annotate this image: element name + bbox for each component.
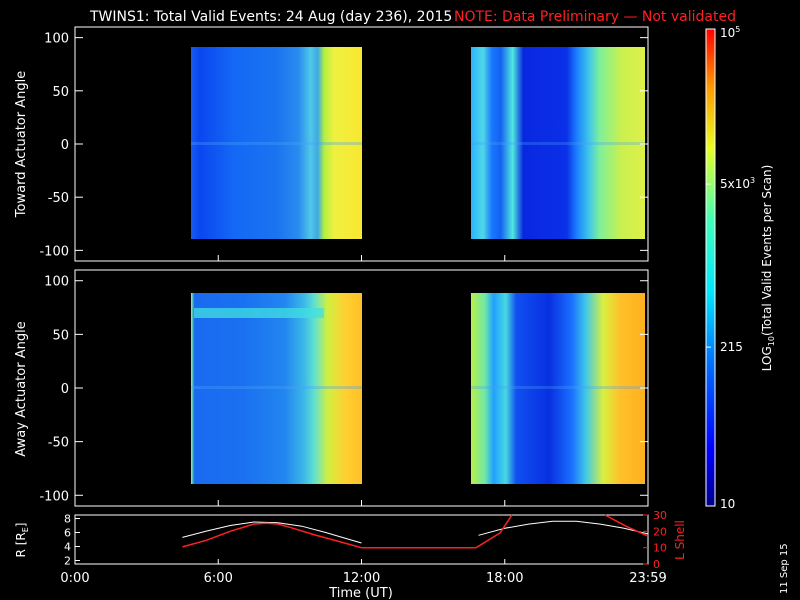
lshell-line-4 bbox=[475, 514, 513, 549]
date-stamp: 11 Sep 15 bbox=[779, 543, 790, 594]
lshell-line-2 bbox=[182, 522, 362, 549]
ephemeris-panel-frame bbox=[74, 514, 649, 565]
toward-ytick-label: -50 bbox=[48, 191, 69, 206]
away-zero-band-1 bbox=[191, 386, 362, 389]
away-zero-band-2 bbox=[471, 386, 645, 389]
lshell-line-5 bbox=[604, 514, 649, 537]
toward-ytick-label: 0 bbox=[61, 138, 69, 153]
away-segment-2 bbox=[471, 293, 645, 484]
toward-ytick-label: -100 bbox=[39, 244, 69, 259]
ephemeris-right-label: L Shell bbox=[673, 520, 687, 560]
data-note: NOTE: Data Preliminary — Not validated bbox=[454, 9, 736, 25]
radius-line-1 bbox=[478, 520, 649, 536]
away-ytick-label: 50 bbox=[52, 328, 69, 343]
colorbar-label: LOG10(Total Valid Events per Scan) bbox=[760, 165, 776, 372]
colorbar-tick-label: 215 bbox=[720, 340, 743, 354]
time-axis-label: Time (UT) bbox=[328, 586, 393, 600]
colorbar-gradient bbox=[706, 29, 715, 506]
toward-segment-1 bbox=[191, 47, 362, 239]
colorbar: 10 215 5x103 105 LOG10(Total Valid Events p… bbox=[705, 25, 776, 511]
away-ytick-label: -100 bbox=[39, 489, 69, 504]
toward-zero-band-1 bbox=[191, 142, 362, 145]
time-tick-label: 6:00 bbox=[204, 571, 233, 586]
away-high-angle-band bbox=[194, 308, 324, 318]
away-segment-1 bbox=[191, 293, 362, 484]
time-tick-label: 18:00 bbox=[486, 571, 523, 586]
toward-zero-band-2 bbox=[471, 142, 645, 145]
ephemeris-right-ytick-label: 20 bbox=[653, 525, 667, 538]
ephemeris-left-label: R [RE] bbox=[14, 523, 30, 558]
time-tick-label: 23:59 bbox=[629, 571, 666, 586]
away-panel: 100 50 0 -50 -100 Away Actuator Angle bbox=[14, 269, 649, 507]
toward-segment-2 bbox=[471, 47, 645, 239]
away-ytick-label: 100 bbox=[44, 275, 69, 290]
toward-ylabel: Toward Actuator Angle bbox=[14, 71, 29, 218]
away-ytick-label: -50 bbox=[48, 436, 69, 451]
colorbar-tick-label: 5x103 bbox=[720, 176, 755, 191]
time-tick-label: 0:00 bbox=[60, 571, 89, 586]
ephemeris-left-ytick-label: 4 bbox=[64, 541, 71, 554]
radius-line-0 bbox=[182, 521, 362, 544]
colorbar-tick-label: 10 bbox=[720, 497, 735, 511]
colorbar-tick-label: 105 bbox=[720, 25, 740, 40]
ephemeris-left-ytick-label: 8 bbox=[64, 513, 71, 526]
chart-title: TWINS1: Total Valid Events: 24 Aug (day … bbox=[89, 9, 452, 25]
toward-ytick-label: 100 bbox=[44, 32, 69, 47]
ephemeris-right-ytick-label: 0 bbox=[653, 558, 660, 571]
ephemeris-left-ytick-label: 6 bbox=[64, 527, 71, 540]
toward-panel: 100 50 0 -50 -100 Toward Actuator Angle bbox=[14, 26, 649, 262]
ephemeris-right-ytick-label: 30 bbox=[653, 509, 667, 522]
time-tick-label: 12:00 bbox=[343, 571, 380, 586]
toward-ytick-label: 50 bbox=[52, 85, 69, 100]
away-ytick-label: 0 bbox=[61, 382, 69, 397]
ephemeris-left-ytick-label: 2 bbox=[64, 555, 71, 568]
ephemeris-right-ytick-label: 10 bbox=[653, 542, 667, 555]
away-ylabel: Away Actuator Angle bbox=[14, 321, 29, 456]
